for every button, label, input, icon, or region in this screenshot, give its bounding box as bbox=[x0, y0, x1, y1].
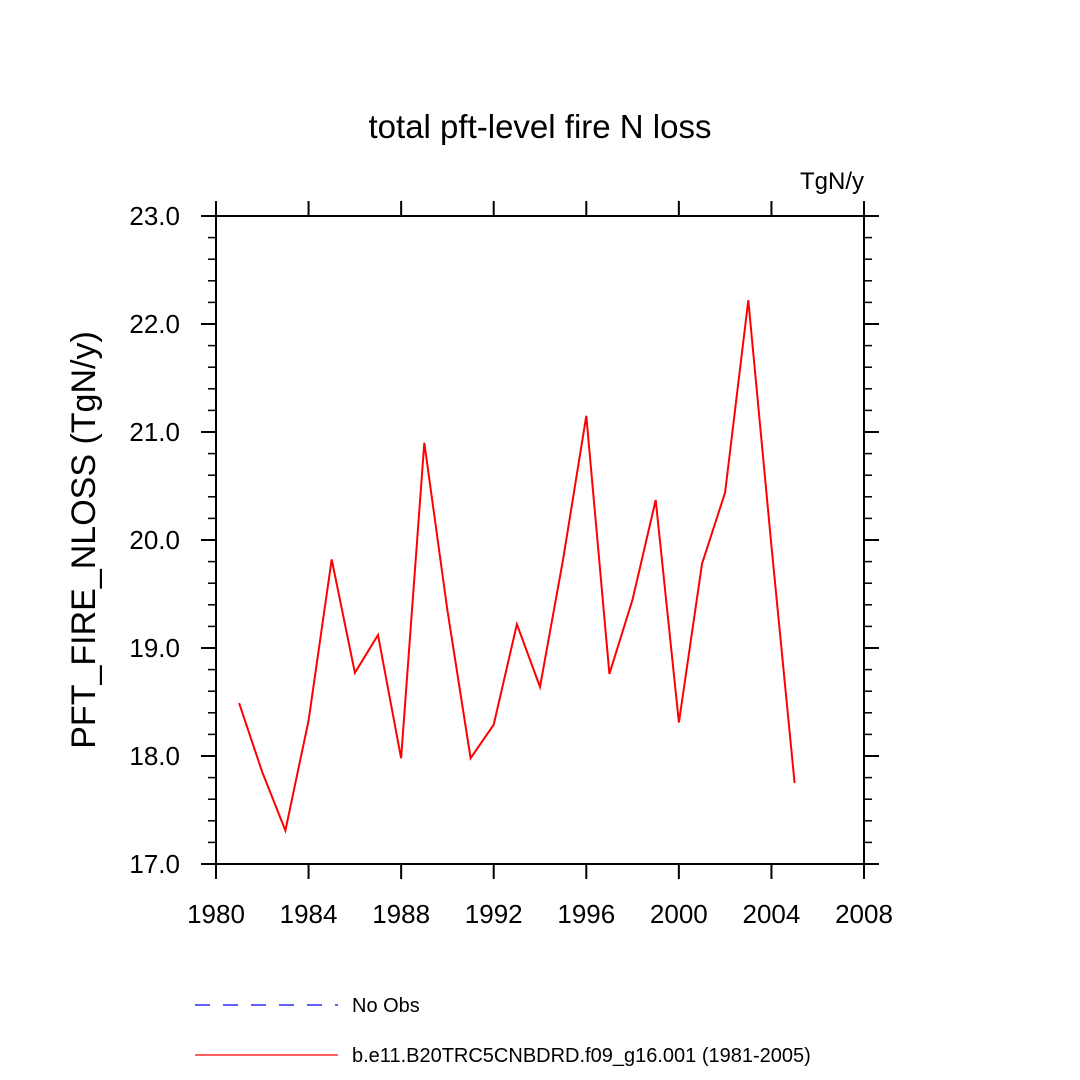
plot-area: 1980 1984 1988 1992 1996 2000 2004 2008 17.0 18.0… bbox=[129, 201, 893, 929]
x-tick-label: 2000 bbox=[650, 899, 708, 929]
x-tick-label: 1980 bbox=[187, 899, 245, 929]
x-tick-label: 1984 bbox=[280, 899, 338, 929]
legend-label: b.e11.B20TRC5CNBDRD.f09_g16.001 (1981-20… bbox=[352, 1045, 811, 1067]
y-tick-label: 20.0 bbox=[129, 525, 180, 555]
series-line bbox=[238, 300, 796, 834]
x-tick-label: 1988 bbox=[372, 899, 430, 929]
y-tick-label: 18.0 bbox=[129, 741, 180, 771]
y-tick-label: 21.0 bbox=[129, 417, 180, 447]
x-tick-label: 2008 bbox=[835, 899, 893, 929]
y-tick-label: 17.0 bbox=[129, 849, 180, 879]
y-axis-label: PFT_FIRE_NLOSS (TgN/y) bbox=[65, 331, 103, 749]
x-tick-label: 1992 bbox=[465, 899, 523, 929]
y-tick-label: 22.0 bbox=[129, 309, 180, 339]
x-tick-label: 2004 bbox=[743, 899, 801, 929]
legend-label: No Obs bbox=[352, 995, 420, 1017]
y-tick-label: 19.0 bbox=[129, 633, 180, 663]
units-label: TgN/y bbox=[800, 168, 864, 195]
y-tick-label: 23.0 bbox=[129, 201, 180, 231]
plot-frame bbox=[215, 215, 865, 865]
legend: No Obs b.e11.B20TRC5CNBDRD.f09_g16.001 (1… bbox=[195, 995, 811, 1067]
chart-title: total pft-level fire N loss bbox=[369, 108, 712, 145]
x-tick-label: 1996 bbox=[557, 899, 615, 929]
